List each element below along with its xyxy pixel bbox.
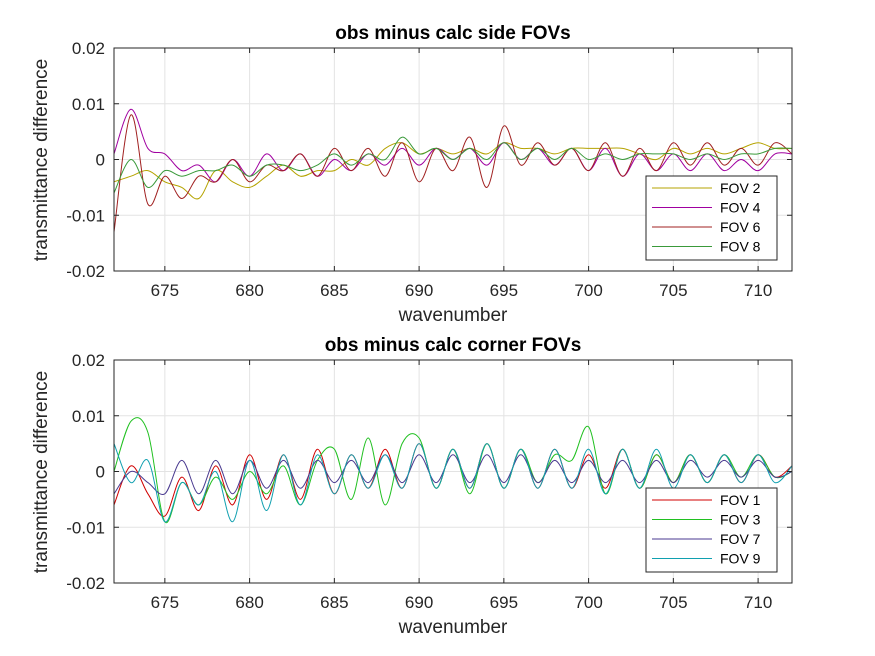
x-tick-label: 695 — [490, 281, 518, 300]
x-tick-label: 690 — [405, 593, 433, 612]
x-tick-label: 690 — [405, 281, 433, 300]
side-fovs-panel: 675 680 685 690 695 700 705 710 -0.02 -0.01 0 0.01 0… — [31, 23, 793, 326]
x-tick-label: 695 — [490, 593, 518, 612]
side-fovs-title: obs minus calc side FOVs — [335, 23, 570, 44]
y-tick-label: 0 — [96, 463, 105, 482]
y-tick-label: -0.01 — [66, 206, 105, 225]
y-tick-label: 0.01 — [72, 407, 105, 426]
corner-fovs-series-fov-7-line — [114, 454, 792, 496]
y-tick-label: -0.02 — [66, 574, 105, 593]
legend-label-fov-9: FOV 9 — [720, 551, 761, 567]
x-tick-label: 680 — [235, 281, 263, 300]
corner-fovs-ylabel: transmittance difference — [31, 371, 52, 573]
corner-fovs-legend: FOV 1 FOV 3 FOV 7 FOV 9 — [645, 487, 778, 573]
corner-fovs-series-lines — [114, 417, 792, 524]
x-tick-label: 700 — [574, 593, 602, 612]
x-tick-label: 675 — [151, 593, 179, 612]
y-tick-label: 0.01 — [72, 95, 105, 114]
corner-fovs-ticks: 675 680 685 690 695 700 705 710 -0.02 -0.01 0 0.01 0… — [66, 351, 792, 612]
side-fovs-series-fov-8-line — [114, 136, 792, 194]
side-fovs-legend: FOV 2 FOV 4 FOV 6 FOV 8 — [645, 175, 778, 261]
y-tick-label: -0.02 — [66, 262, 105, 281]
legend-label-fov-2: FOV 2 — [720, 180, 761, 196]
x-tick-label: 675 — [151, 281, 179, 300]
legend-label-fov-1: FOV 1 — [720, 492, 761, 508]
side-fovs-series-fov-2-line — [114, 142, 792, 200]
y-tick-label: 0.02 — [72, 39, 105, 58]
x-tick-label: 705 — [659, 593, 687, 612]
legend-label-fov-3: FOV 3 — [720, 512, 761, 528]
x-tick-label: 710 — [744, 281, 772, 300]
legend-label-fov-8: FOV 8 — [720, 239, 761, 255]
side-fovs-series-lines — [114, 108, 792, 233]
y-tick-label: 0.02 — [72, 351, 105, 370]
corner-fovs-xlabel: wavenumber — [398, 617, 508, 638]
legend-label-fov-6: FOV 6 — [720, 219, 761, 235]
legend-label-fov-7: FOV 7 — [720, 531, 761, 547]
side-fovs-xlabel: wavenumber — [398, 305, 508, 326]
corner-fovs-panel: 675 680 685 690 695 700 705 710 -0.02 -0.01 0 0.01 0… — [31, 335, 793, 638]
corner-fovs-title: obs minus calc corner FOVs — [325, 335, 582, 356]
legend-label-fov-4: FOV 4 — [720, 200, 761, 216]
side-fovs-series-fov-6-line — [114, 114, 792, 233]
x-tick-label: 710 — [744, 593, 772, 612]
corner-fovs-series-fov-9-line — [114, 443, 792, 523]
x-tick-label: 680 — [235, 593, 263, 612]
x-tick-label: 705 — [659, 281, 687, 300]
y-tick-label: -0.01 — [66, 518, 105, 537]
y-tick-label: 0 — [96, 151, 105, 170]
side-fovs-ylabel: transmittance difference — [31, 59, 52, 261]
side-fovs-ticks: 675 680 685 690 695 700 705 710 -0.02 -0.01 0 0.01 0… — [66, 39, 792, 300]
x-tick-label: 685 — [320, 281, 348, 300]
x-tick-label: 700 — [574, 281, 602, 300]
x-tick-label: 685 — [320, 593, 348, 612]
